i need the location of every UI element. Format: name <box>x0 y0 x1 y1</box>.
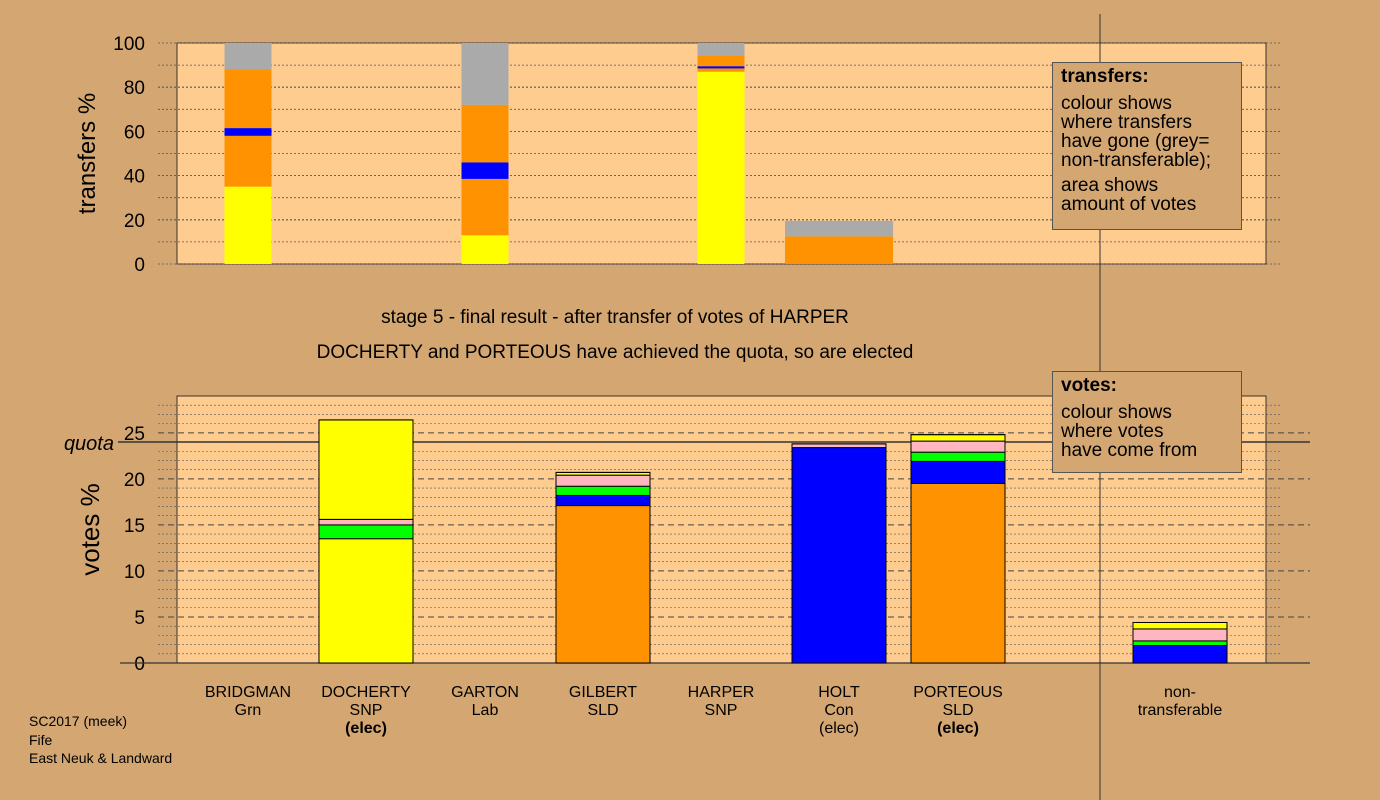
legend-line: colour shows <box>1061 402 1172 423</box>
election-info: SC2017 (meek) Fife East Neuk & Landward <box>29 712 172 768</box>
y-axis-label: transfers % <box>74 93 101 214</box>
vote-bar-segment <box>910 434 1006 442</box>
y-tick-label: 0 <box>134 255 145 276</box>
candidate-name-label: GILBERT <box>569 684 637 701</box>
candidate-party-label: Grn <box>235 702 262 719</box>
info-ward: East Neuk & Landward <box>29 750 173 766</box>
info-election: SC2017 (meek) <box>29 713 128 729</box>
votes-legend-title: votes: <box>1061 375 1117 396</box>
vote-bar-segment <box>1132 621 1228 630</box>
candidate-name-label: BRIDGMAN <box>205 684 291 701</box>
vote-bar-segment <box>791 447 887 664</box>
vote-bar-segment <box>318 538 414 664</box>
vote-bar-segment <box>910 451 1006 462</box>
y-tick-label: 100 <box>113 34 145 55</box>
y-tick-label: 60 <box>124 122 145 143</box>
transfers-legend-title: transfers: <box>1061 66 1149 87</box>
candidate-name-label: GARTON <box>451 684 519 701</box>
candidate-status-label: (elec) <box>819 720 859 737</box>
transfer-bar-segment <box>697 71 745 264</box>
candidate-party-label: SNP <box>705 702 738 719</box>
candidate-party-label: Con <box>824 702 853 719</box>
info-council: Fife <box>29 731 53 748</box>
legend-line: have come from <box>1061 440 1198 461</box>
transfer-bar-segment <box>785 220 894 237</box>
candidate-name-label: DOCHERTY <box>321 684 411 701</box>
transfer-bar-segment <box>461 178 509 236</box>
legend-line: area shows <box>1061 175 1159 196</box>
vote-bar-segment <box>555 494 651 507</box>
vote-bar-outline <box>555 471 651 664</box>
y-tick-label: 10 <box>124 562 145 583</box>
transfer-bar-segment <box>224 186 272 264</box>
y-axis-label: votes % <box>75 483 105 576</box>
vote-bar-outline <box>791 443 887 664</box>
vote-bar-segment <box>555 505 651 664</box>
candidate-party-label: SLD <box>587 702 618 719</box>
transfer-bar-segment <box>697 43 745 56</box>
vote-bar-segment <box>1132 628 1228 642</box>
candidate-name-label: PORTEOUS <box>913 684 1003 701</box>
votes-legend: votes: colour shows where votes have com… <box>1052 371 1242 473</box>
candidate-name-label: non- <box>1164 684 1196 701</box>
candidate-status-label: (elec) <box>937 720 979 737</box>
transfer-bar-segment <box>224 135 272 187</box>
legend-line: have gone (grey= <box>1061 131 1210 152</box>
transfers-legend: transfers: colour shows where transfers … <box>1052 62 1242 230</box>
legend-line: where transfers <box>1061 112 1192 133</box>
transfer-bar-segment <box>224 128 272 136</box>
legend-line: colour shows <box>1061 93 1172 114</box>
transfer-bar-segment <box>224 43 272 70</box>
vote-bar-segment <box>910 440 1006 453</box>
candidate-party-label: SNP <box>350 702 383 719</box>
elected-subtitle: DOCHERTY and PORTEOUS have achieved the … <box>317 342 914 363</box>
vote-bar-segment <box>910 482 1006 664</box>
vote-bar-segment <box>318 419 414 520</box>
vote-bar-segment <box>791 443 887 449</box>
transfer-bar-segment <box>461 43 509 105</box>
vote-bar-segment <box>555 485 651 496</box>
candidate-name-label: HARPER <box>688 684 755 701</box>
candidate-status-label: (elec) <box>345 720 387 737</box>
transfer-bar-segment <box>461 162 509 179</box>
transfer-bar-segment <box>697 68 745 72</box>
transfer-bar-segment <box>224 69 272 129</box>
vote-bar-outline <box>910 434 1006 664</box>
y-tick-label: 40 <box>124 167 145 188</box>
candidate-party-label: Lab <box>472 702 499 719</box>
legend-line: where votes <box>1061 421 1164 442</box>
vote-bar-segment <box>1132 640 1228 647</box>
transfer-bar-segment <box>697 55 745 67</box>
vote-bar-segment <box>555 474 651 487</box>
y-tick-label: 0 <box>134 654 145 675</box>
y-tick-label: 5 <box>134 608 145 629</box>
y-tick-label: 20 <box>124 470 145 491</box>
y-tick-label: 15 <box>124 516 145 537</box>
vote-bar-segment <box>318 518 414 526</box>
quota-label: quota <box>64 433 114 455</box>
vote-bar-segment <box>318 524 414 540</box>
candidate-party-label: transferable <box>1138 702 1223 719</box>
y-tick-label: 25 <box>124 424 145 445</box>
vote-bar-segment <box>910 460 1006 484</box>
candidate-name-label: HOLT <box>818 684 860 701</box>
vote-bar-outline <box>318 419 414 664</box>
transfer-bar-segment <box>461 235 509 264</box>
vote-bar-segment <box>1132 645 1228 664</box>
y-tick-label: 20 <box>124 211 145 232</box>
legend-line: amount of votes <box>1061 194 1197 215</box>
vote-bar-outline <box>1132 621 1228 664</box>
stage-title: stage 5 - final result - after transfer … <box>381 307 849 328</box>
candidate-party-label: SLD <box>942 702 973 719</box>
transfer-bar-segment <box>785 236 894 264</box>
y-tick-label: 80 <box>124 78 145 99</box>
transfer-bar-segment <box>461 104 509 163</box>
legend-line: non-transferable); <box>1061 150 1211 171</box>
transfer-bar-segment <box>697 66 745 69</box>
